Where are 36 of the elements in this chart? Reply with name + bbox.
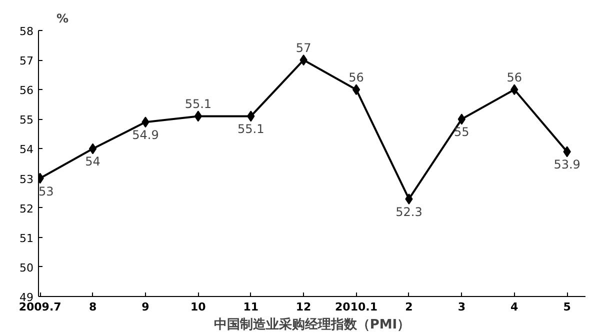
point bbox=[194, 110, 202, 122]
data-label: 53.9 bbox=[554, 158, 580, 172]
x-tick-label: 2010.1 bbox=[335, 300, 378, 314]
data-label: 56 bbox=[506, 70, 522, 85]
x-tick-label: 5 bbox=[563, 300, 571, 314]
x-tick-label: 2009.7 bbox=[18, 300, 62, 314]
y-tick-label: 56 bbox=[20, 84, 34, 98]
y-tick-label: 55 bbox=[20, 114, 34, 127]
y-tick-label: 52 bbox=[20, 202, 34, 216]
y-tick-label: 51 bbox=[20, 232, 34, 245]
data-label: 54 bbox=[85, 154, 100, 169]
x-tick-label: 4 bbox=[510, 300, 519, 314]
x-tick-label: 10 bbox=[190, 300, 206, 314]
data-label: 52.3 bbox=[396, 204, 422, 219]
y-axis-title: % bbox=[56, 12, 69, 26]
x-tick-label: 8 bbox=[88, 300, 97, 314]
x-tick-label: 2 bbox=[405, 300, 413, 314]
x-tick-label: 9 bbox=[142, 300, 150, 314]
data-label: 53 bbox=[38, 184, 54, 198]
x-tick-label: 12 bbox=[296, 300, 312, 314]
y-tick-label: 57 bbox=[20, 54, 34, 68]
y-tick-label: 50 bbox=[20, 261, 34, 274]
data-label: 56 bbox=[348, 70, 364, 85]
data-label: 54.9 bbox=[132, 128, 159, 142]
data-label: 57 bbox=[296, 41, 312, 56]
x-axis-title: 中国制造业采购经理指数（PMI） bbox=[214, 316, 410, 332]
y-tick-label: 53 bbox=[20, 172, 34, 186]
y-tick-label: 58 bbox=[20, 25, 34, 38]
point bbox=[88, 143, 97, 154]
y-tick-label: 54 bbox=[20, 143, 34, 156]
x-tick-label: 3 bbox=[458, 300, 466, 314]
data-label: 55.1 bbox=[238, 122, 264, 136]
data-label: 55 bbox=[454, 125, 470, 140]
x-tick-label: 11 bbox=[243, 300, 259, 314]
data-label: 55.1 bbox=[184, 97, 212, 112]
point bbox=[352, 84, 360, 96]
